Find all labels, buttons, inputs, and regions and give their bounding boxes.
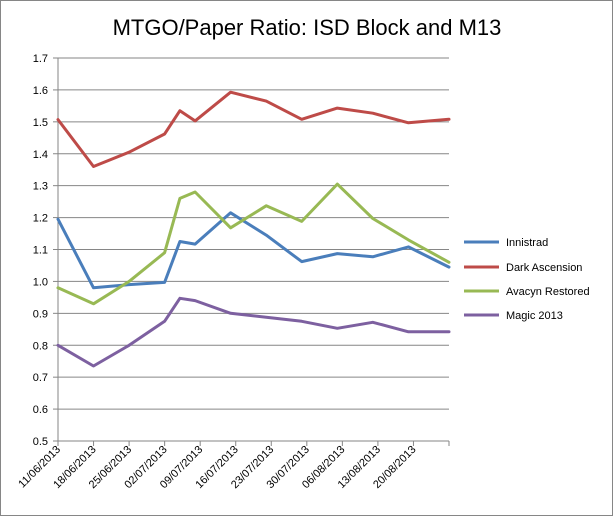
y-tick-label: 0.8 — [33, 340, 48, 352]
legend-label: Innistrad — [506, 237, 548, 249]
x-axis-ticks: 11/06/201318/06/201325/06/201302/07/2013… — [16, 441, 450, 491]
y-axis-ticks: 0.5 0.6 0.7 0.8 0.9 1.0 1.1 1.2 1.3 1.4 1.5 1.6 1.7 — [33, 53, 58, 448]
y-tick-label: 1.4 — [33, 149, 48, 161]
legend-label: Dark Ascension — [506, 262, 582, 274]
y-tick-label: 1.5 — [33, 117, 48, 129]
y-tick-label: 0.9 — [33, 308, 48, 320]
y-tick-label: 1.6 — [33, 85, 48, 97]
legend-label: Avacyn Restored — [506, 286, 590, 298]
legend-label: Magic 2013 — [506, 310, 563, 322]
chart-title: MTGO/Paper Ratio: ISD Block and M13 — [113, 15, 502, 40]
y-tick-label: 1.0 — [33, 276, 48, 288]
series-line-magic-2013 — [56, 296, 451, 368]
y-tick-label: 1.1 — [33, 245, 48, 257]
y-tick-label: 0.6 — [33, 404, 48, 416]
y-tick-label: 1.2 — [33, 213, 48, 225]
grid-lines — [58, 57, 449, 410]
y-tick-label: 1.7 — [33, 53, 48, 65]
series-lines — [56, 90, 451, 368]
legend: Innistrad Dark Ascension Avacyn Restored Ma… — [464, 237, 590, 322]
series-line-dark-ascension — [56, 90, 451, 168]
y-tick-label: 0.7 — [33, 372, 48, 384]
y-tick-label: 0.5 — [33, 436, 48, 448]
series-line-innistrad — [56, 211, 451, 290]
series-line-avacyn-restored — [56, 182, 451, 306]
y-tick-label: 1.3 — [33, 181, 48, 193]
